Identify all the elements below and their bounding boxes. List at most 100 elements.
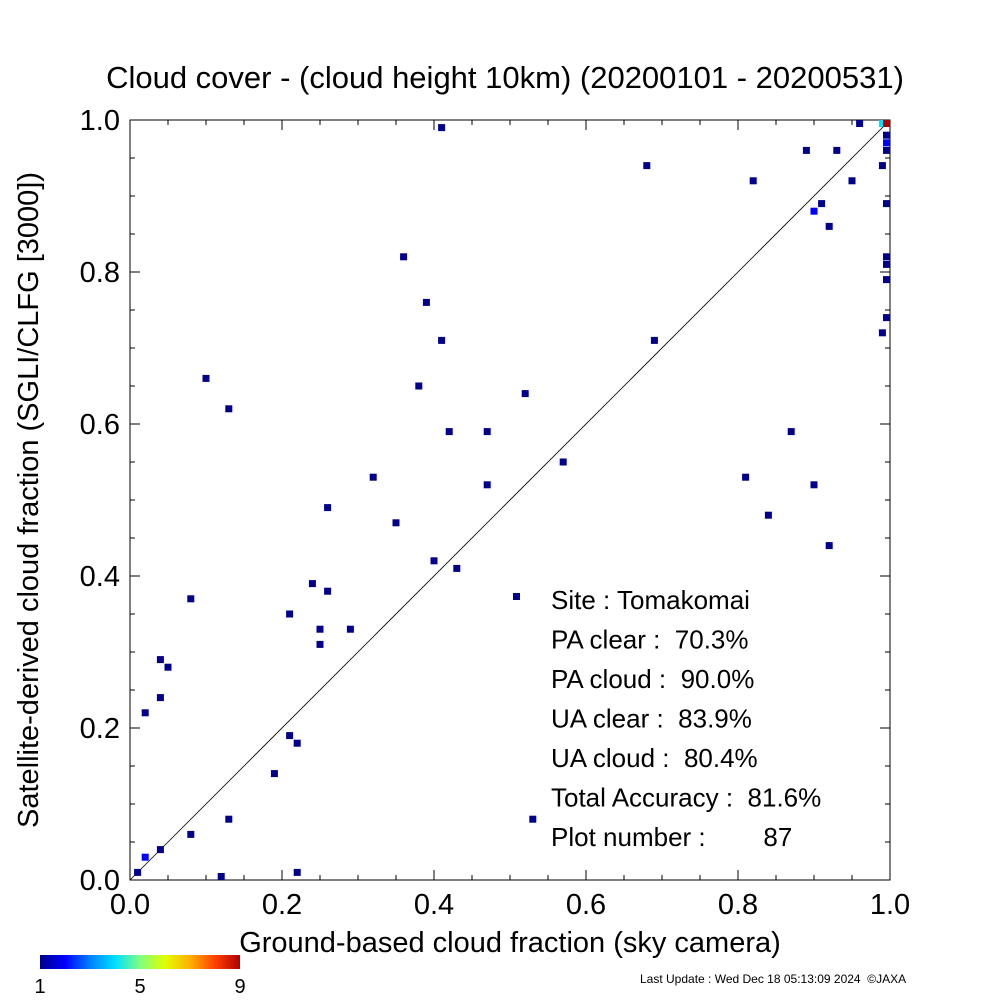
scatter-point (764, 511, 772, 519)
scatter-point (324, 587, 332, 595)
y-tick-label: 0.6 (80, 409, 120, 441)
colorbar-tick-label: 5 (134, 976, 145, 998)
scatter-point (438, 336, 446, 344)
scatter-point (164, 663, 172, 671)
scatter-point (392, 519, 400, 527)
scatter-point (324, 504, 332, 512)
scatter-point (883, 260, 890, 268)
y-tick-labels: 0.0 0.2 0.4 0.6 0.8 1.0 (80, 105, 120, 897)
colorbar-tick-label: 9 (234, 976, 245, 998)
scatter-point (438, 124, 446, 132)
x-tick-labels: 0.0 0.2 0.4 0.6 0.8 1.0 (110, 889, 910, 921)
scatter-point (883, 253, 890, 261)
y-tick-label: 0.2 (80, 713, 120, 745)
x-tick-label: 0.0 (110, 889, 150, 921)
y-axis-label: Satellite-derived cloud fraction (SGLI/C… (13, 172, 45, 828)
last-update-footer: Last Update : Wed Dec 18 05:13:09 2024 ©… (640, 972, 907, 986)
scatter-point (202, 374, 210, 382)
scatter-point (883, 314, 890, 322)
scatter-point (810, 481, 818, 489)
scatter-point (400, 253, 408, 261)
x-tick-label: 0.4 (414, 889, 454, 921)
scatter-point (559, 458, 567, 466)
scatter-point (521, 390, 529, 398)
y-tick-label: 0.4 (80, 561, 120, 593)
x-tick-label: 0.8 (718, 889, 758, 921)
scatter-point (529, 815, 537, 823)
scatter-point (445, 428, 453, 436)
legend-stat-text: Site : Tomakomai (551, 585, 750, 615)
scatter-point (141, 709, 149, 717)
scatter-point (187, 595, 195, 603)
chart-title: Cloud cover - (cloud height 10km) (20200… (106, 60, 904, 95)
one-to-one-diagonal (129, 119, 891, 881)
scatter-point (293, 739, 301, 747)
colorbar-gradient (40, 955, 240, 969)
scatter-point (833, 146, 841, 154)
scatter-point (742, 473, 750, 481)
legend-stat-text: PA cloud : 90.0% (551, 664, 754, 694)
scatter-point (369, 473, 377, 481)
scatter-point (430, 557, 438, 565)
legend-stat-text: UA clear : 83.9% (551, 704, 752, 734)
scatter-point (643, 162, 651, 170)
colorbar: 1 5 9 (34, 955, 246, 998)
scatter-point (848, 177, 856, 185)
scatter-point (415, 382, 423, 390)
scatter-point (286, 732, 294, 740)
scatter-point (650, 336, 658, 344)
scatter-point (316, 640, 324, 648)
legend-stat-text: UA cloud : 80.4% (551, 743, 758, 773)
scatter-point (883, 276, 890, 284)
scatter-point (787, 428, 795, 436)
legend-marker (513, 593, 520, 600)
scatter-point (483, 428, 491, 436)
scatter-point (270, 770, 278, 778)
legend-stat-text: PA clear : 70.3% (551, 625, 749, 655)
scatter-point (156, 656, 164, 664)
scatter-point (225, 815, 233, 823)
scatter-point (286, 610, 294, 618)
scatter-point (308, 580, 316, 588)
scatter-point (187, 830, 195, 838)
legend-stat-text: Plot number : 87 (551, 822, 792, 852)
scatter-point (134, 868, 142, 876)
x-tick-label: 0.6 (566, 889, 606, 921)
scatter-point (316, 625, 324, 633)
scatter-point (802, 146, 810, 154)
scatter-point (293, 868, 301, 876)
scatter-point (878, 162, 886, 170)
x-tick-label: 1.0 (870, 889, 910, 921)
x-axis-label: Ground-based cloud fraction (sky camera) (239, 927, 781, 959)
scatter-point (825, 542, 833, 550)
scatter-point (810, 207, 818, 215)
scatter-point (883, 131, 890, 139)
scatter-point (883, 200, 890, 208)
scatter-point (883, 146, 890, 154)
scatter-points (134, 120, 890, 880)
stats-legend: Site : Tomakomai PA clear : 70.3% PA cloud… (513, 585, 821, 852)
scatter-point (141, 853, 149, 861)
scatter-point (878, 329, 886, 337)
scatter-point (883, 120, 890, 127)
y-tick-label: 0.8 (80, 257, 120, 289)
scatter-point (453, 564, 461, 572)
y-tick-label: 0.0 (80, 865, 120, 897)
scatter-point (483, 481, 491, 489)
scatter-point (225, 405, 233, 413)
scatter-point (346, 625, 354, 633)
legend-stat-text: Total Accuracy : 81.6% (551, 783, 821, 813)
scatter-point (825, 222, 833, 230)
scatter-point (818, 200, 826, 208)
y-tick-label: 1.0 (80, 105, 120, 137)
scatter-point (422, 298, 430, 306)
scatter-point (217, 873, 225, 880)
scatter-point (878, 120, 886, 127)
axis-ticks (129, 119, 891, 881)
scatter-point (156, 846, 164, 854)
scatter-point (749, 177, 757, 185)
scatter-point (883, 139, 890, 147)
x-tick-label: 0.2 (262, 889, 302, 921)
scatter-point (856, 120, 864, 127)
